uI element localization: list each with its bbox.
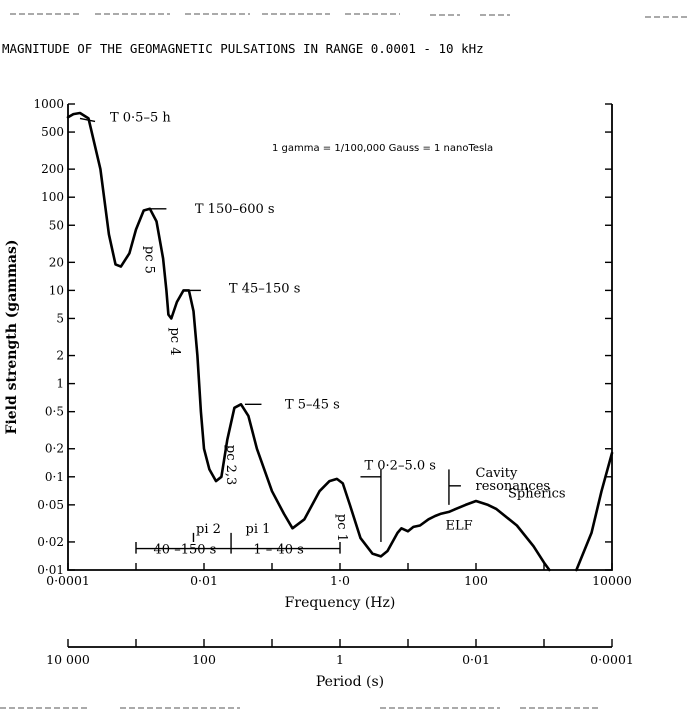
- period-tick-label: 10 000: [46, 652, 90, 667]
- annotation-line: Cavity: [476, 466, 518, 481]
- annotation-label: pc 5: [141, 246, 156, 274]
- pulsation-range-bars: [135, 532, 341, 554]
- y-tick-label: 0·5: [45, 405, 64, 419]
- y-tick-label: 1000: [33, 97, 64, 111]
- annotation-label: ELF: [446, 519, 473, 534]
- y-tick-label: 2: [56, 349, 64, 363]
- annotation-label: pc 2,3: [223, 445, 238, 485]
- y-tick-label: 200: [41, 162, 64, 176]
- annotation-line: resonances: [476, 479, 551, 494]
- annotation-label: T 0·5–5 h: [110, 110, 171, 125]
- annotation-label: T 0·2–5.0 s: [364, 458, 435, 473]
- scan-noise-top: [10, 13, 689, 18]
- unit-note: 1 gamma = 1/100,000 Gauss = 1 nanoTesla: [272, 143, 493, 154]
- x-tick-label: 10000: [592, 573, 632, 588]
- y-tick-label: 0·05: [37, 498, 64, 512]
- annotation-label: pc 4: [167, 327, 182, 355]
- y-tick-label: 0·2: [45, 442, 64, 456]
- annotation-label: Spherics: [508, 486, 566, 501]
- period-tick-label: 100: [192, 652, 216, 667]
- series-line-2: [575, 451, 614, 572]
- y-tick-label: 50: [49, 218, 64, 232]
- annotation-label: Cavity resonances: [476, 466, 551, 494]
- annotation-label: T 45–150 s: [229, 281, 300, 296]
- y-tick-label: 20: [49, 255, 64, 269]
- y-tick-label: 0·02: [37, 535, 64, 549]
- y-tick-label: 500: [41, 125, 64, 139]
- annotation-label: T 150–600 s: [195, 202, 275, 217]
- y-tick-label: 0·1: [45, 470, 64, 484]
- x-tick-label: 0·0001: [46, 573, 90, 588]
- y-tick-label: 1: [56, 377, 64, 391]
- series-line-1: [66, 111, 551, 572]
- annotation-label: pc 1: [334, 514, 349, 542]
- y-tick-label: 10: [49, 283, 64, 297]
- period-tick-label: 0·0001: [590, 652, 634, 667]
- period-tick-label: 0·01: [462, 652, 490, 667]
- y-tick-label: 5: [56, 311, 64, 325]
- annotation-label: 1 – 40 s: [253, 543, 303, 558]
- annotation-label: T 5–45 s: [285, 397, 340, 412]
- annotation-label: pi 2: [196, 522, 221, 537]
- x-tick-label: 1·0: [330, 573, 350, 588]
- annotation-leader: [79, 117, 96, 123]
- period-axis-label: Period (s): [316, 674, 384, 690]
- x-tick-label: 100: [464, 573, 488, 588]
- annotation-label: 40 –150 s: [154, 543, 217, 558]
- x-tick-label: 0·01: [190, 573, 218, 588]
- x-axis-label: Frequency (Hz): [285, 595, 396, 611]
- period-tick-label: 1: [336, 652, 344, 667]
- y-tick-label: 100: [41, 190, 64, 204]
- annotation-label: pi 1: [246, 522, 271, 537]
- y-tick-label: 0·01: [37, 563, 64, 577]
- y-axis-label: Field strength (gammas): [4, 240, 20, 435]
- chart-title: MAGNITUDE OF THE GEOMAGNETIC PULSATIONS …: [2, 41, 484, 56]
